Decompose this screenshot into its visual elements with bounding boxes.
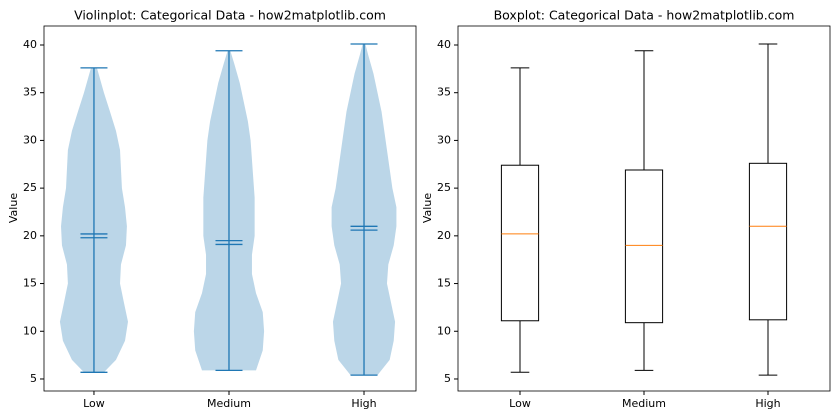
y-tick-label: 10 (437, 324, 451, 337)
y-tick-label: 5 (444, 372, 451, 385)
x-tick-label: Medium (207, 397, 251, 410)
y-tick-label: 40 (437, 38, 451, 51)
chart-title: Violinplot: Categorical Data - how2matpl… (74, 8, 386, 23)
chart-title: Boxplot: Categorical Data - how2matplotl… (494, 8, 795, 23)
y-tick-label: 35 (437, 86, 451, 99)
y-tick-label: 40 (23, 38, 37, 51)
y-tick-label: 35 (23, 86, 37, 99)
box-panel: Boxplot: Categorical Data - how2matplotl… (421, 8, 794, 224)
plot-frame (457, 25, 831, 392)
y-tick-label: 30 (437, 133, 451, 146)
y-tick-label: 5 (30, 372, 37, 385)
y-tick-label: 15 (437, 277, 451, 290)
y-tick-label: 30 (23, 133, 37, 146)
box (748, 162, 788, 321)
box (500, 164, 540, 322)
y-axis-label: Value (7, 193, 20, 223)
y-tick-label: 25 (437, 181, 451, 194)
y-tick-label: 15 (23, 277, 37, 290)
y-tick-label: 25 (23, 181, 37, 194)
plot-frame (43, 25, 417, 392)
x-tick-label: Medium (622, 397, 666, 410)
x-tick-label: Low (83, 397, 105, 410)
y-tick-label: 20 (23, 229, 37, 242)
y-tick-label: 10 (23, 324, 37, 337)
violin-panel: Violinplot: Categorical Data - how2matpl… (7, 8, 386, 224)
y-tick-label: 20 (437, 229, 451, 242)
x-tick-label: High (351, 397, 376, 410)
x-tick-label: Low (509, 397, 531, 410)
y-axis-label: Value (421, 193, 434, 223)
x-tick-label: High (755, 397, 780, 410)
box (624, 169, 664, 324)
